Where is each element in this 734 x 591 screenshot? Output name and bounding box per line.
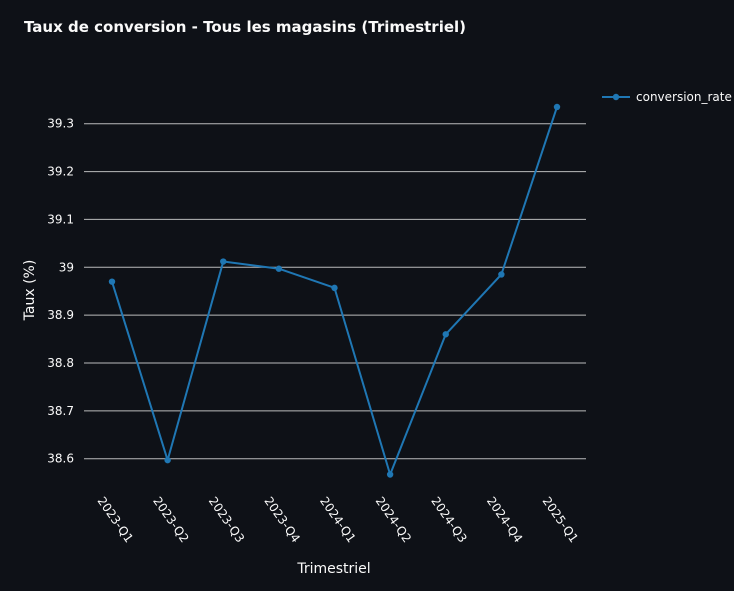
- x-tick-label: 2023-Q2: [150, 494, 192, 545]
- data-point: [275, 265, 283, 272]
- data-point: [386, 471, 394, 478]
- legend-swatch-marker: [612, 93, 620, 101]
- x-tick-label: 2024-Q2: [373, 494, 415, 545]
- legend: conversion_rate: [602, 90, 732, 104]
- y-tick-label: 38.6: [47, 452, 74, 466]
- y-tick-label: 38.9: [47, 308, 74, 322]
- data-point: [442, 331, 449, 338]
- data-points: [108, 103, 561, 478]
- x-tick-label: 2023-Q1: [95, 494, 137, 545]
- x-tick-label: 2024-Q4: [484, 494, 526, 545]
- y-tick-labels: 38.6 38.7 38.8 38.9 39 39.1 39.2 39.3: [47, 117, 74, 466]
- x-tick-label: 2024-Q3: [428, 494, 470, 545]
- data-point: [220, 258, 227, 265]
- x-tick-label: 2025-Q1: [540, 494, 582, 545]
- y-tick-label: 39.1: [47, 212, 74, 226]
- grid-lines: [84, 123, 586, 460]
- x-tick-labels: 2023-Q1 2023-Q2 2023-Q3 2023-Q4 2024-Q1 2024-…: [95, 494, 582, 545]
- data-point: [331, 284, 338, 292]
- x-tick-label: 2023-Q3: [206, 494, 248, 545]
- data-point: [553, 103, 561, 111]
- data-point: [164, 456, 171, 464]
- data-point: [108, 278, 116, 285]
- x-tick-label: 2023-Q4: [261, 494, 303, 545]
- x-tick-label: 2024-Q1: [317, 494, 359, 545]
- y-tick-label: 38.8: [47, 356, 74, 370]
- chart-title: Taux de conversion - Tous les magasins (…: [24, 18, 466, 36]
- y-axis-title: Taux (%): [22, 260, 38, 322]
- legend-label: conversion_rate: [636, 90, 732, 104]
- data-point: [498, 271, 505, 278]
- y-tick-label: 39: [59, 260, 74, 274]
- y-tick-label: 39.2: [47, 165, 74, 179]
- y-tick-label: 38.7: [47, 404, 74, 418]
- y-tick-label: 39.3: [47, 117, 74, 131]
- x-axis-title: Trimestriel: [296, 561, 370, 577]
